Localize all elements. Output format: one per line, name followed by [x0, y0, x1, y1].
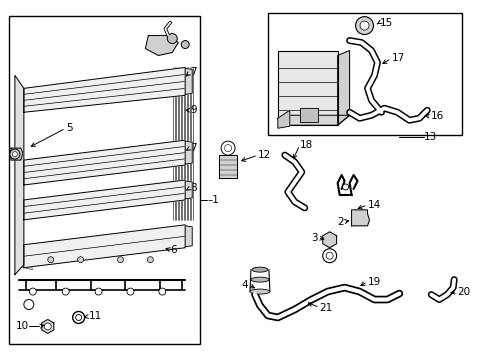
Circle shape: [95, 288, 102, 295]
Polygon shape: [145, 36, 178, 55]
Circle shape: [359, 21, 368, 30]
Circle shape: [325, 252, 332, 259]
Text: 14: 14: [367, 200, 380, 210]
Polygon shape: [24, 140, 185, 185]
Circle shape: [78, 257, 83, 263]
Circle shape: [24, 300, 34, 310]
Text: 3: 3: [310, 233, 317, 243]
Ellipse shape: [251, 267, 267, 272]
Circle shape: [224, 145, 231, 152]
Polygon shape: [24, 180, 185, 220]
Circle shape: [12, 152, 18, 157]
Text: 13: 13: [424, 132, 437, 142]
Text: 8: 8: [190, 183, 197, 193]
Circle shape: [159, 288, 165, 295]
Polygon shape: [185, 226, 192, 247]
Text: 7: 7: [190, 67, 197, 77]
Text: 19: 19: [367, 276, 380, 287]
Circle shape: [167, 33, 177, 44]
Text: 21: 21: [319, 302, 332, 312]
Polygon shape: [219, 155, 237, 178]
Text: 15: 15: [379, 18, 392, 28]
Text: 20: 20: [456, 287, 469, 297]
Circle shape: [76, 315, 81, 320]
Circle shape: [322, 249, 336, 263]
Polygon shape: [337, 50, 349, 125]
Polygon shape: [351, 210, 369, 226]
Polygon shape: [185, 141, 192, 164]
Polygon shape: [277, 115, 349, 125]
Polygon shape: [185, 68, 192, 94]
Circle shape: [29, 288, 36, 295]
Text: 16: 16: [430, 111, 444, 121]
Polygon shape: [277, 50, 337, 125]
Circle shape: [221, 141, 235, 155]
Polygon shape: [11, 148, 23, 160]
Polygon shape: [185, 181, 192, 199]
Polygon shape: [299, 108, 317, 122]
Circle shape: [342, 184, 348, 190]
Polygon shape: [24, 225, 185, 268]
Polygon shape: [41, 319, 54, 333]
Text: 17: 17: [390, 54, 404, 63]
Polygon shape: [24, 67, 185, 112]
Text: 18: 18: [299, 140, 312, 150]
Text: 10: 10: [16, 321, 29, 332]
Circle shape: [181, 41, 189, 49]
Circle shape: [10, 149, 20, 159]
Ellipse shape: [249, 289, 269, 294]
Circle shape: [73, 311, 84, 323]
Polygon shape: [15, 75, 24, 275]
Text: 6: 6: [170, 245, 177, 255]
Text: 9: 9: [190, 105, 197, 115]
Text: –1: –1: [207, 195, 219, 205]
Bar: [267, 13, 461, 135]
Circle shape: [147, 257, 153, 263]
Text: 4: 4: [241, 280, 247, 289]
Text: 5: 5: [65, 123, 72, 133]
Text: 11: 11: [88, 311, 102, 321]
Polygon shape: [277, 110, 289, 128]
Text: 12: 12: [258, 150, 271, 160]
Text: 2: 2: [336, 217, 343, 227]
Circle shape: [44, 323, 51, 330]
Polygon shape: [322, 232, 336, 248]
Circle shape: [48, 257, 54, 263]
Circle shape: [62, 288, 69, 295]
Ellipse shape: [250, 277, 268, 282]
Bar: [9, 15, 200, 345]
Circle shape: [355, 17, 373, 35]
Text: 7: 7: [190, 143, 197, 153]
Circle shape: [117, 257, 123, 263]
Circle shape: [127, 288, 134, 295]
